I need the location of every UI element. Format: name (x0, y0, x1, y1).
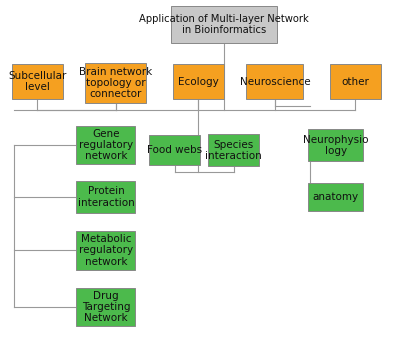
Text: anatomy: anatomy (313, 192, 359, 202)
FancyBboxPatch shape (149, 135, 200, 165)
FancyBboxPatch shape (76, 231, 136, 270)
FancyBboxPatch shape (85, 63, 146, 103)
FancyBboxPatch shape (171, 6, 277, 43)
FancyBboxPatch shape (208, 134, 259, 166)
Text: Drug
Targeting
Network: Drug Targeting Network (82, 291, 130, 324)
FancyBboxPatch shape (246, 64, 303, 99)
Text: Species
interaction: Species interaction (205, 140, 262, 161)
Text: Food webs: Food webs (147, 145, 202, 155)
Text: Subcellular
level: Subcellular level (8, 71, 66, 92)
FancyBboxPatch shape (76, 126, 136, 164)
FancyBboxPatch shape (173, 64, 224, 99)
Text: other: other (342, 76, 369, 87)
Text: Gene
regulatory
network: Gene regulatory network (79, 129, 133, 161)
FancyBboxPatch shape (330, 64, 381, 99)
FancyBboxPatch shape (308, 129, 363, 161)
Text: Brain network
topology or
connector: Brain network topology or connector (79, 67, 152, 99)
FancyBboxPatch shape (76, 288, 136, 327)
Text: Neuroscience: Neuroscience (240, 76, 310, 87)
Text: Neurophysio
logy: Neurophysio logy (303, 134, 368, 156)
Text: Application of Multi-layer Network
in Bioinformatics: Application of Multi-layer Network in Bi… (139, 14, 309, 35)
FancyBboxPatch shape (12, 64, 63, 99)
FancyBboxPatch shape (76, 181, 136, 213)
Text: Ecology: Ecology (178, 76, 219, 87)
FancyBboxPatch shape (308, 183, 363, 211)
Text: Metabolic
regulatory
network: Metabolic regulatory network (79, 234, 133, 267)
Text: Protein
interaction: Protein interaction (78, 186, 134, 208)
